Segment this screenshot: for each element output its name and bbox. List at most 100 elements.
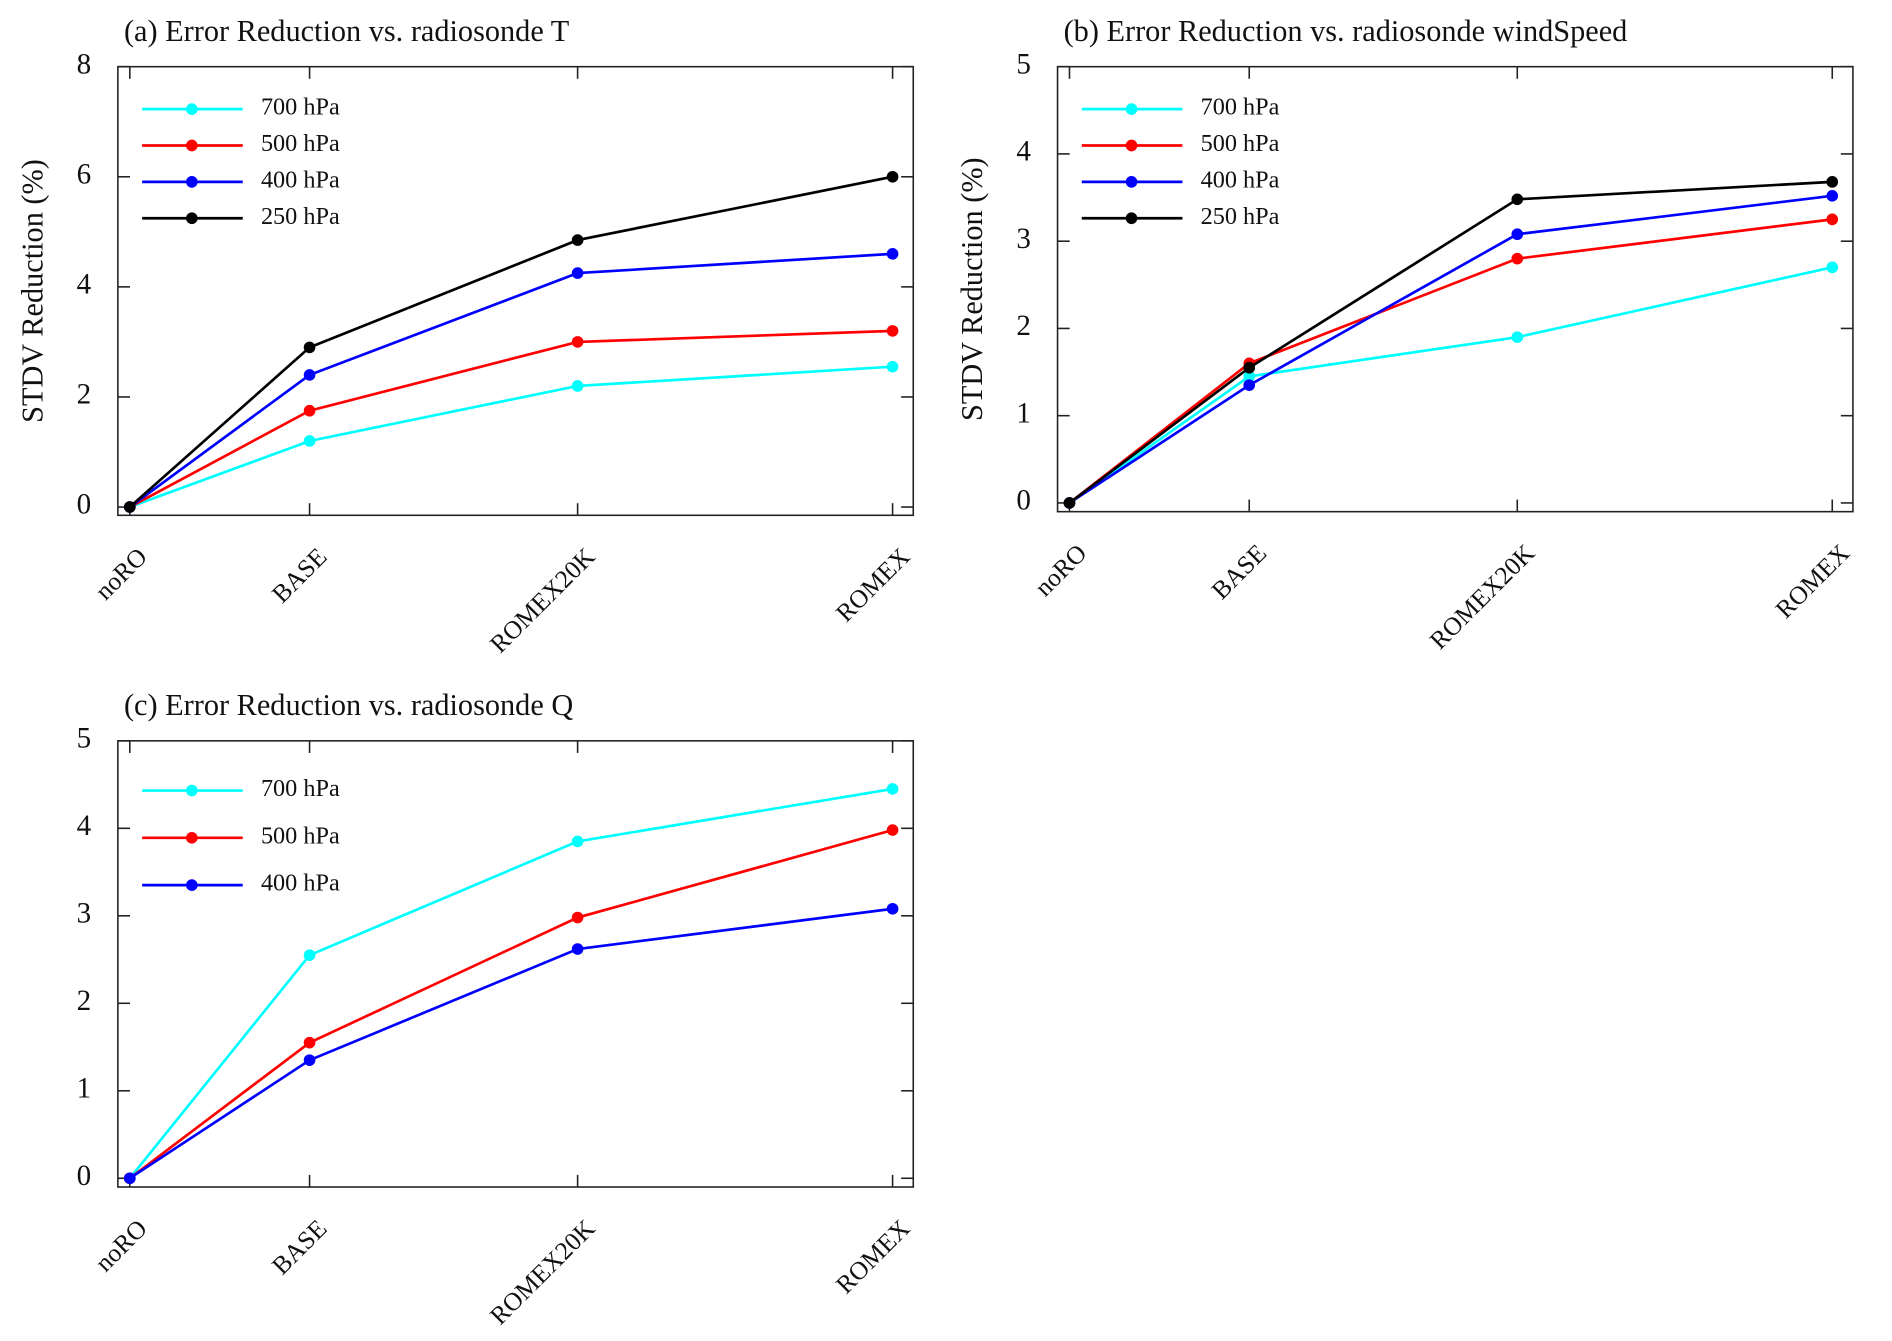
plot-frame — [117, 65, 915, 517]
legend-label: 250 hPa — [261, 203, 340, 230]
data-point — [1826, 189, 1839, 202]
data-point — [1826, 213, 1839, 226]
legend-label: 400 hPa — [1201, 166, 1280, 193]
data-point — [1243, 379, 1256, 391]
y-tick-label: 2 — [1016, 310, 1031, 342]
legend-label: 400 hPa — [261, 166, 340, 193]
y-tick-label: 3 — [77, 897, 92, 929]
data-point — [303, 1054, 316, 1066]
y-tick-label: 2 — [77, 379, 92, 411]
y-tick-label: 4 — [1016, 136, 1031, 168]
y-tick-label: 4 — [77, 810, 92, 842]
legend-label: 500 hPa — [261, 130, 340, 157]
data-point — [1826, 176, 1839, 188]
series-line — [1068, 266, 1833, 505]
data-point — [886, 170, 899, 183]
data-point — [303, 1036, 316, 1049]
series-line — [1068, 218, 1833, 504]
data-point — [1511, 331, 1524, 343]
y-tick-label: 0 — [1016, 485, 1031, 517]
x-tick-label: ROMEX20K — [484, 1213, 601, 1330]
data-point — [303, 341, 316, 354]
y-axis-label: STDV Reduction (%) — [15, 159, 49, 423]
legend-marker — [186, 139, 198, 152]
y-tick-label: 4 — [77, 269, 92, 301]
panel: (a) Error Reduction vs. radiosonde T STDV… — [15, 14, 915, 659]
x-tick-label: ROMEX — [830, 542, 916, 628]
data-point — [1063, 497, 1076, 509]
data-point — [571, 234, 584, 246]
chart-title: (b) Error Reduction vs. radiosonde windS… — [1064, 14, 1628, 48]
series-line — [129, 329, 893, 509]
x-tick-label: ROMEX20K — [484, 542, 601, 659]
y-tick-label: 0 — [77, 489, 92, 521]
data-point — [571, 336, 584, 348]
data-point — [1511, 252, 1524, 265]
y-axis-label: STDV Reduction (%) — [955, 157, 989, 421]
y-tick-label: 0 — [77, 1160, 92, 1192]
chart-title: (c) Error Reduction vs. radiosonde Q — [124, 688, 573, 722]
x-tick-label: ROMEX — [1770, 538, 1856, 624]
data-point — [886, 360, 899, 373]
data-point — [571, 835, 584, 848]
data-point — [571, 380, 584, 392]
data-point — [303, 404, 316, 417]
y-tick-label: 2 — [77, 985, 92, 1017]
data-point — [1243, 361, 1256, 374]
data-point — [571, 267, 584, 279]
y-tick-label: 5 — [77, 722, 92, 754]
panel: (c) Error Reduction vs. radiosonde Q 0 1 2 3… — [77, 688, 916, 1330]
legend-marker — [186, 784, 198, 797]
x-tick-label: noRO — [89, 1214, 153, 1278]
data-point — [886, 783, 899, 795]
legend-label: 500 hPa — [1201, 130, 1280, 157]
legend-marker — [186, 212, 198, 225]
y-tick-label: 1 — [1016, 397, 1031, 429]
data-point — [303, 949, 316, 961]
data-point — [1243, 370, 1256, 383]
data-point — [886, 325, 899, 337]
series-line — [129, 907, 893, 1180]
legend-label: 700 hPa — [1201, 94, 1280, 121]
x-tick-label: BASE — [1206, 538, 1273, 605]
legend-marker — [1125, 212, 1138, 225]
data-point — [123, 1172, 136, 1185]
x-tick-label: ROMEX20K — [1424, 538, 1541, 655]
legend-marker — [1125, 103, 1138, 115]
series-line — [129, 365, 893, 509]
data-point — [1511, 193, 1524, 206]
chart-title: (a) Error Reduction vs. radiosonde T — [124, 14, 569, 48]
data-point — [123, 501, 136, 513]
y-tick-label: 8 — [77, 48, 92, 80]
legend-label: 250 hPa — [1201, 203, 1280, 230]
data-point — [886, 824, 899, 836]
legend-marker — [1125, 139, 1138, 152]
y-tick-label: 1 — [77, 1072, 92, 1104]
series-line — [1068, 180, 1833, 505]
series-line — [129, 252, 893, 509]
legend-label: 400 hPa — [261, 870, 340, 897]
series-line — [1068, 194, 1833, 505]
data-point — [303, 435, 316, 447]
legend-label: 700 hPa — [261, 775, 340, 802]
data-point — [571, 911, 584, 924]
series-line — [129, 828, 893, 1180]
x-tick-label: BASE — [266, 1214, 333, 1281]
series-line — [128, 787, 893, 1180]
x-tick-label: BASE — [266, 542, 333, 609]
data-point — [571, 943, 584, 955]
legend-marker — [186, 832, 198, 844]
data-point — [1826, 261, 1839, 274]
x-tick-label: noRO — [89, 542, 153, 606]
plot-frame — [117, 740, 915, 1188]
legend-marker — [186, 176, 198, 188]
legend-marker — [186, 103, 198, 115]
legend-marker — [1125, 176, 1138, 188]
x-tick-label: noRO — [1029, 538, 1093, 602]
legend-marker — [186, 879, 198, 891]
data-point — [303, 369, 316, 381]
x-tick-label: ROMEX — [830, 1214, 916, 1300]
y-tick-label: 5 — [1016, 48, 1031, 80]
data-point — [886, 248, 899, 260]
